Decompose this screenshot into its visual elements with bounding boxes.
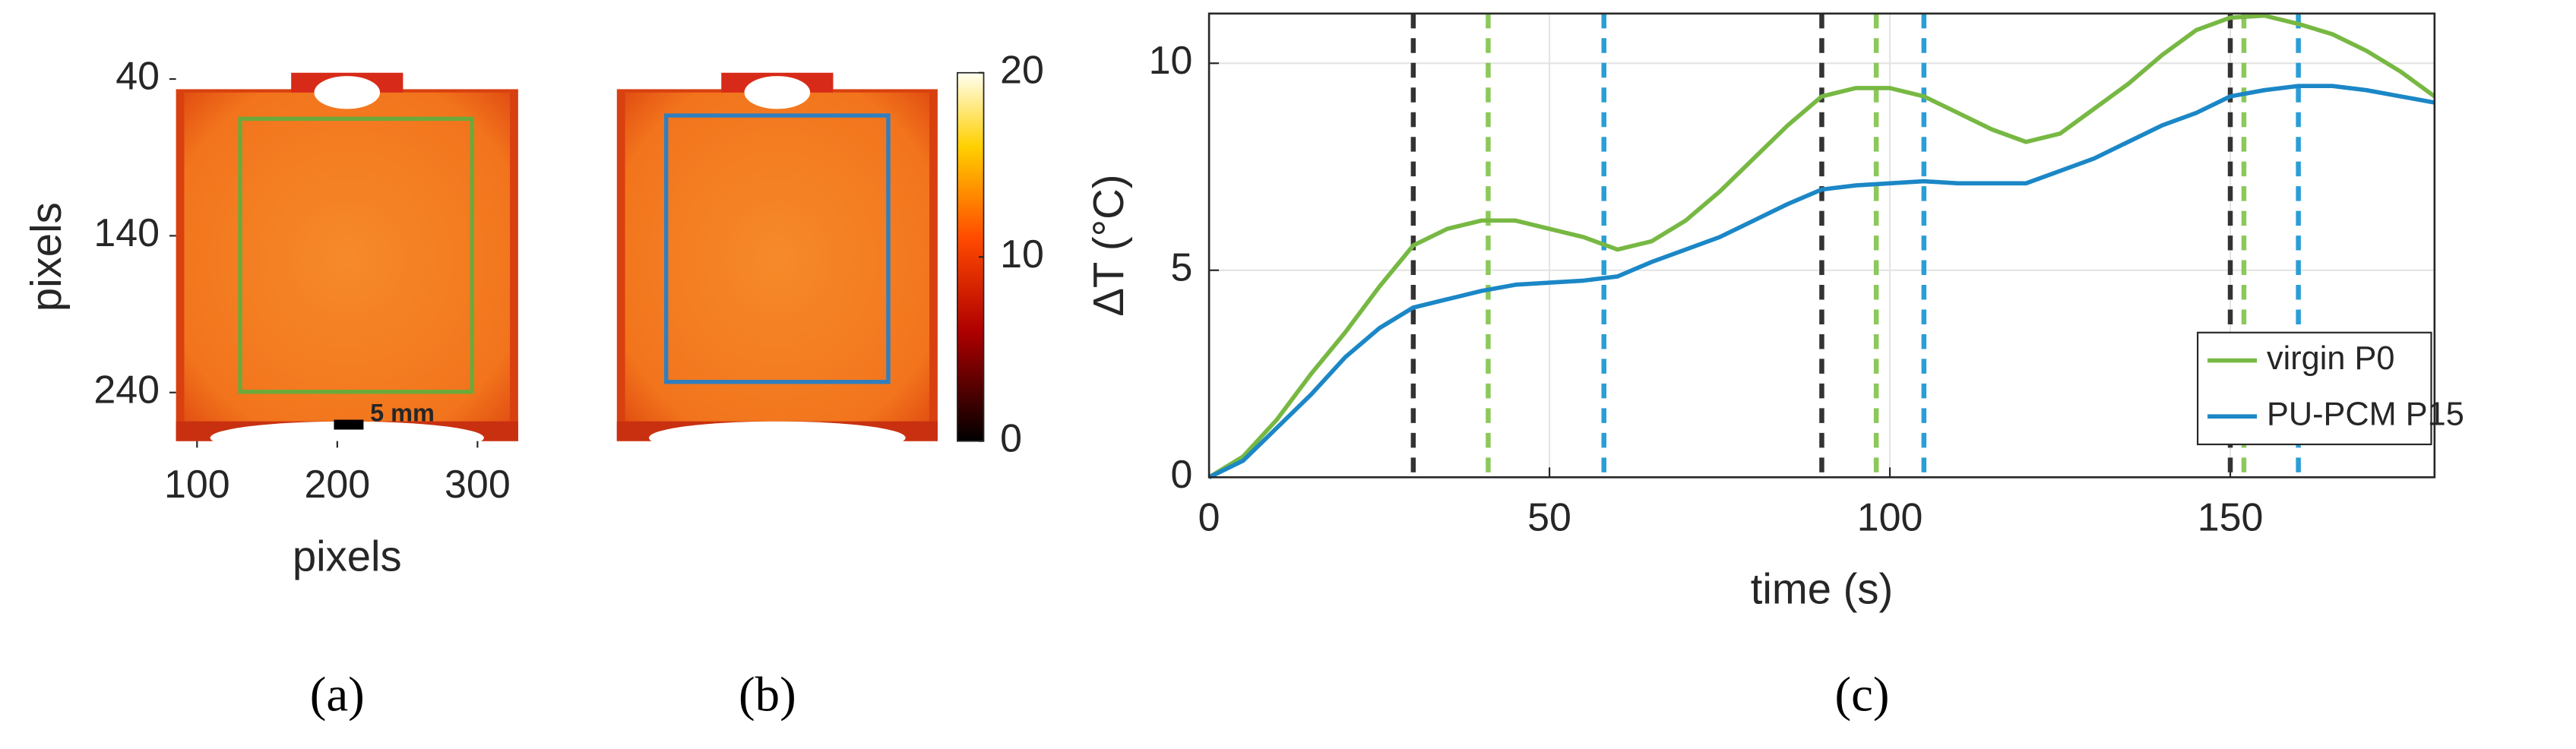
y-tick-label: 140 (93, 211, 160, 255)
x-tick-label: 100 (1857, 495, 1923, 539)
colorbar-tick-label: 10 (1000, 232, 1044, 277)
x-tick-label: 0 (1198, 495, 1220, 539)
x-tick-label: 50 (1527, 495, 1571, 539)
x-tick-label: 150 (2198, 495, 2264, 539)
y-tick-label: 5 (1171, 245, 1193, 289)
data-line (1207, 84, 2435, 479)
roi (238, 116, 474, 394)
y-axis-label: ΔT (°C) (1084, 174, 1132, 316)
colorbar-tick-label: 0 (1000, 416, 1022, 460)
colorbar-tick-label: 20 (1000, 48, 1044, 92)
scale-bar (334, 419, 364, 430)
legend-label: virgin P0 (2267, 340, 2394, 377)
clamp-hole (648, 421, 906, 454)
data-line (1207, 13, 2436, 479)
y-tick-label: 240 (93, 368, 160, 412)
clamp-hole (210, 421, 484, 454)
sample (625, 92, 930, 425)
x-tick-label: 300 (445, 463, 511, 507)
panel-label: (c) (1834, 667, 1889, 722)
y-tick-label: 10 (1149, 39, 1193, 83)
x-tick-label: 200 (305, 463, 371, 507)
sample (184, 92, 511, 425)
axes-frame (1207, 12, 2436, 479)
y-tick-label: 0 (1171, 453, 1193, 497)
panel-label: (a) (310, 667, 365, 722)
x-axis-label: pixels (293, 532, 402, 580)
clamp-hole (744, 76, 811, 109)
x-tick-label: 100 (164, 463, 230, 507)
y-axis-label: pixels (22, 202, 70, 311)
legend-box (2197, 331, 2432, 446)
roi (664, 113, 891, 384)
y-tick-label: 40 (116, 55, 160, 99)
legend-label: PU-PCM P15 (2267, 397, 2464, 433)
panel-label: (b) (739, 667, 796, 722)
clamp-hole (314, 76, 381, 109)
scale-label: 5 mm (370, 400, 435, 427)
x-axis-label: time (s) (1751, 565, 1894, 613)
